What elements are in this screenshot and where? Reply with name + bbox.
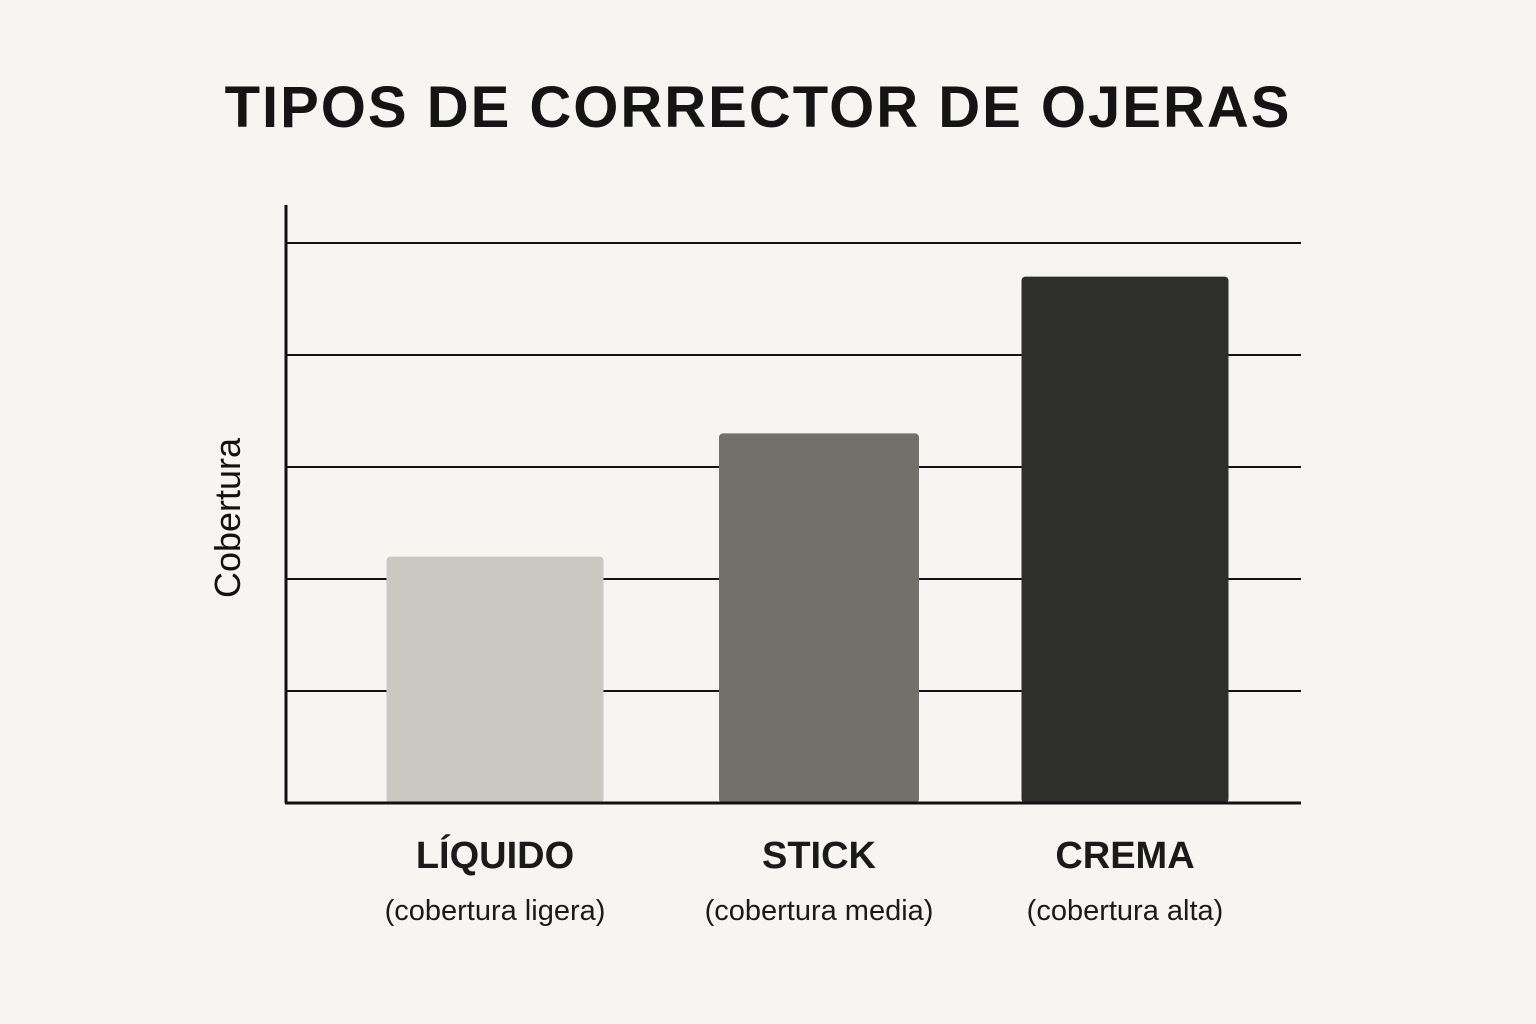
bar-stick bbox=[719, 433, 919, 803]
category-subtitle: (cobertura alta) bbox=[1027, 895, 1224, 927]
category-label: STICK bbox=[762, 835, 877, 877]
category-subtitle: (cobertura ligera) bbox=[385, 895, 606, 927]
category-label: CREMA bbox=[1055, 835, 1194, 877]
category-label: LÍQUIDO bbox=[416, 833, 574, 877]
bar-crema bbox=[1021, 276, 1229, 804]
y-axis-label: Cobertura bbox=[207, 437, 248, 598]
category-subtitle: (cobertura media) bbox=[705, 895, 934, 927]
chart-title: TIPOS DE CORRECTOR DE OJERAS bbox=[224, 75, 1292, 140]
bar-líquido bbox=[386, 556, 604, 803]
